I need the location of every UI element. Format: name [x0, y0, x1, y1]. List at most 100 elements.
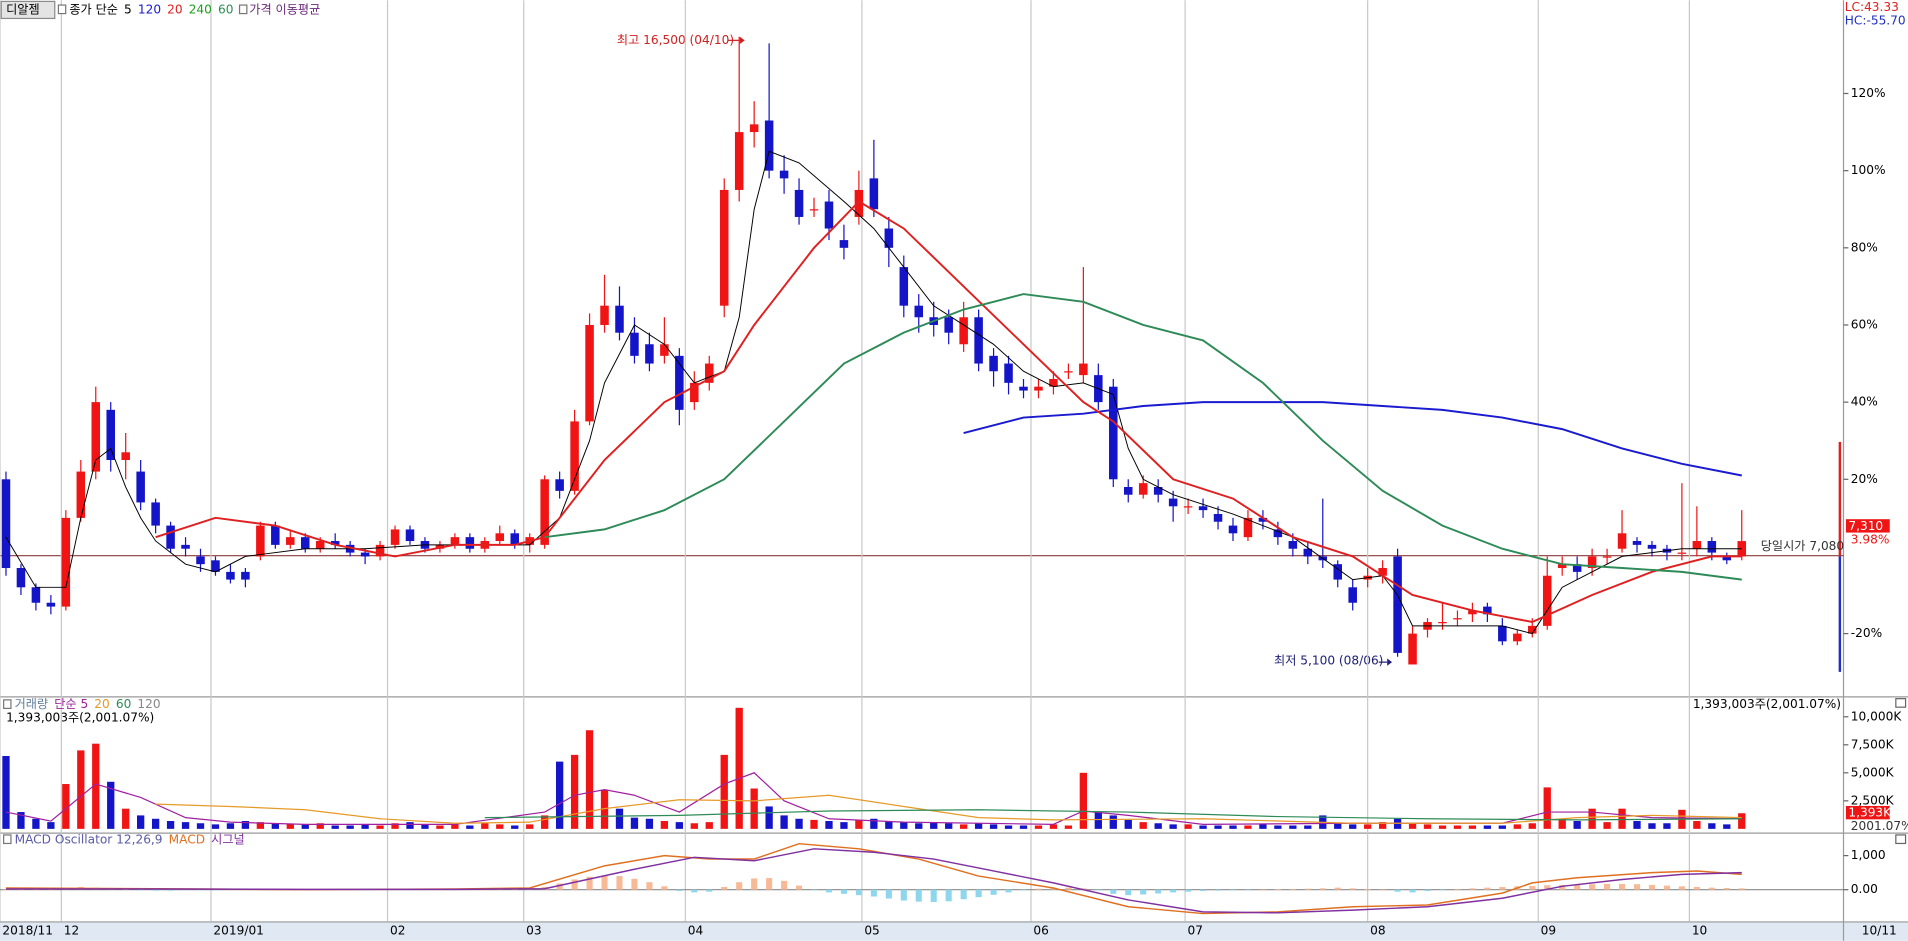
volume-bar [795, 818, 803, 829]
candle-body [241, 571, 250, 580]
candle-body [1453, 618, 1462, 620]
oscillator-bar [1259, 889, 1266, 891]
candle-body [211, 560, 220, 572]
candle-body [1722, 556, 1732, 561]
legend-text: 20 [167, 2, 182, 16]
panel-button[interactable] [1895, 698, 1907, 708]
volume-bar [1304, 825, 1312, 829]
volume-bar [1453, 825, 1462, 829]
volume-bar [151, 818, 160, 829]
oscillator-bar [1529, 885, 1536, 890]
oscillator-bar [1499, 886, 1506, 890]
volume-bar [705, 822, 713, 829]
oscillator-bar [1065, 887, 1072, 890]
candle-body [705, 363, 714, 383]
volume-bar [1199, 825, 1207, 829]
candle-body [1004, 363, 1013, 383]
volume-bar [511, 825, 519, 829]
change-tag-text: 3.98% [1851, 532, 1890, 546]
oscillator-bar [616, 876, 623, 890]
x-tick-label: 12 [64, 924, 79, 938]
low-annotation: 최저 5,100 (08/06) [1274, 653, 1383, 667]
volume-bar [989, 824, 998, 829]
candle-body [555, 479, 564, 491]
candle-body [884, 228, 894, 248]
volume-bar [421, 824, 429, 829]
oscillator-bar [32, 889, 39, 891]
x-tick-label: 09 [1541, 924, 1556, 938]
y-tick-label: 7,500K [1851, 737, 1895, 751]
oscillator-bar [1633, 884, 1641, 890]
legend-text: 가격 이동평균 [249, 2, 320, 16]
candle-body [734, 132, 744, 190]
candle-body [1258, 517, 1268, 522]
volume-bar [496, 824, 504, 829]
legend-text: 종가 단순 [69, 2, 118, 16]
candle-body [1513, 633, 1522, 642]
candle-body [1243, 517, 1253, 538]
candle-body [1647, 544, 1657, 549]
symbol-button[interactable] [0, 0, 56, 20]
volume-bar [1573, 821, 1581, 829]
candle-body [1408, 633, 1417, 665]
x-tick-label: 10 [1692, 924, 1707, 938]
candle-body [1288, 541, 1298, 549]
x-tick-label: 07 [1188, 924, 1203, 938]
candle-body [1333, 564, 1342, 580]
volume-bar [645, 818, 654, 829]
volume-bar [541, 815, 549, 829]
panel-button[interactable] [1895, 834, 1907, 845]
volume-bar [1603, 822, 1611, 829]
x-end-label: 10/11 [1862, 924, 1897, 938]
volume-bar [1648, 823, 1656, 829]
oscillator-bar [1469, 888, 1476, 890]
candle-body [794, 189, 804, 217]
oscillator-bar [1574, 884, 1581, 890]
x-tick-label: 06 [1033, 924, 1048, 938]
y-tick-label: 1,000 [1851, 848, 1886, 862]
legend-text: 60 [218, 2, 233, 16]
oscillator-bar [885, 889, 892, 899]
candle-body [645, 344, 654, 364]
x-tick-label: 2019/01 [213, 924, 264, 938]
oscillator-bar [930, 889, 937, 902]
volume-bar [1229, 825, 1237, 829]
x-axis-strip [0, 921, 1908, 941]
volume-bar [855, 819, 863, 829]
candle-body [914, 305, 924, 318]
oscillator-bar [676, 889, 683, 892]
candle-body [1438, 622, 1447, 624]
oscillator-bar [1394, 889, 1401, 892]
candle-body [675, 355, 684, 410]
volume-bar [1139, 822, 1147, 829]
oscillator-bar [1304, 888, 1311, 890]
candle-body [1542, 575, 1552, 626]
high-annotation: 최고 16,500 (04/10) [617, 33, 734, 47]
volume-bar [211, 824, 220, 829]
oscillator-bar [481, 889, 488, 891]
volume-bar [286, 824, 294, 829]
volume-bar [1483, 825, 1492, 829]
oscillator-bar [1274, 889, 1281, 890]
volume-bar [765, 806, 773, 829]
volume-bar [1019, 825, 1028, 829]
candle-body [1153, 487, 1163, 495]
volume-bar [810, 819, 818, 829]
oscillator-bar [1125, 889, 1132, 896]
y-tick-label: 0.00 [1851, 882, 1878, 896]
oscillator-bar [1334, 887, 1341, 890]
oscillator-bar [571, 879, 578, 890]
volume-bar [346, 825, 354, 829]
symbol-name[interactable]: 디알젬 [6, 2, 40, 16]
volume-bar [1663, 823, 1671, 829]
oscillator-bar [1439, 889, 1446, 891]
y-tick-label: 2,500K [1851, 793, 1895, 807]
oscillator-bar [990, 889, 997, 895]
oscillator-bar [646, 882, 653, 890]
volume-bar [750, 788, 758, 829]
oscillator-bar [840, 889, 847, 894]
volume-bar [196, 823, 205, 829]
candle-body [510, 533, 520, 545]
legend-text: MACD [169, 832, 205, 846]
oscillator-bar [556, 883, 563, 890]
